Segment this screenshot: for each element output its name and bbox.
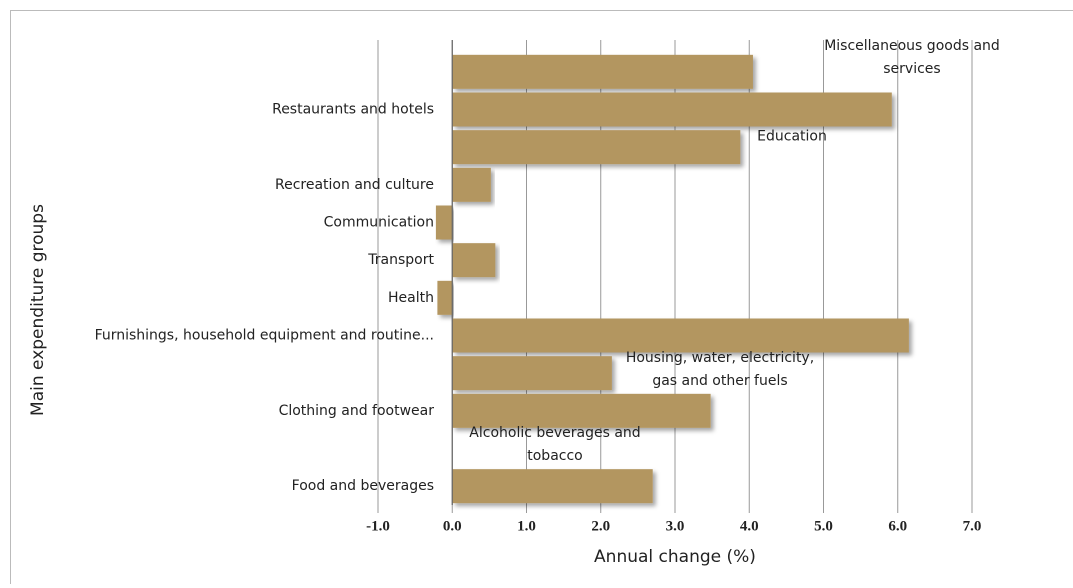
category-label: Housing, water, electricity, gas and oth… — [620, 347, 820, 393]
x-tick-label: 6.0 — [888, 518, 907, 534]
x-tick-label: -1.0 — [366, 518, 390, 534]
bar — [452, 130, 740, 164]
x-tick-label: 4.0 — [740, 518, 759, 534]
category-label: Clothing and footwear — [279, 403, 435, 419]
category-label: Furnishings, household equipment and rou… — [95, 328, 434, 344]
bar — [452, 356, 612, 390]
y-axis-title: Main expenditure groups — [28, 204, 48, 416]
category-label: Recreation and culture — [275, 177, 434, 193]
bar — [452, 243, 495, 277]
category-label: Communication — [324, 215, 434, 231]
bar — [452, 469, 652, 503]
x-tick-label: 0.0 — [443, 518, 462, 534]
bar — [436, 206, 452, 240]
bar — [437, 281, 452, 315]
category-label: Food and beverages — [292, 478, 434, 494]
category-label: Health — [388, 290, 434, 306]
category-label: Alcoholic beverages and tobacco — [455, 422, 655, 468]
x-tick-label: 2.0 — [591, 518, 610, 534]
x-tick-label: 5.0 — [814, 518, 833, 534]
bar — [452, 55, 753, 89]
bar — [452, 93, 892, 127]
category-label: Miscellaneous goods and services — [812, 35, 1012, 81]
x-tick-label: 1.0 — [517, 518, 536, 534]
x-axis-title: Annual change (%) — [594, 547, 756, 567]
x-tick-label: 3.0 — [666, 518, 685, 534]
x-tick-label: 7.0 — [963, 518, 982, 534]
bar — [452, 168, 491, 202]
category-label: Education — [732, 126, 852, 149]
category-label: Restaurants and hotels — [272, 102, 434, 118]
category-label: Transport — [367, 252, 434, 268]
